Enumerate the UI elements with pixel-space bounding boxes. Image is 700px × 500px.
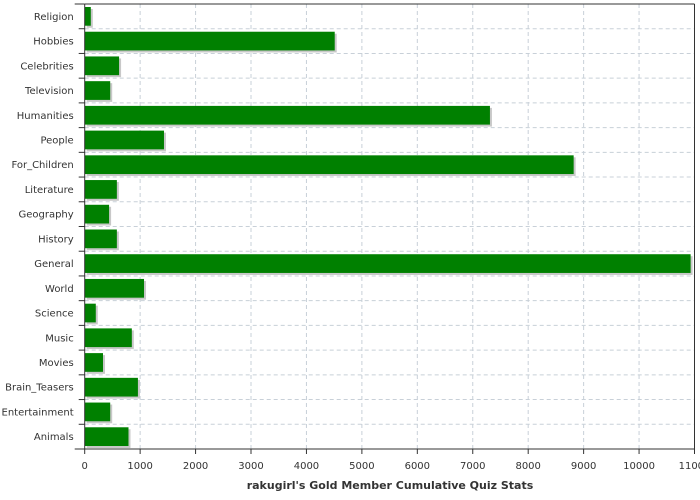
bar-music xyxy=(84,328,132,348)
category-label: Hobbies xyxy=(33,37,73,48)
category-label: Literature xyxy=(25,185,74,196)
x-tick-label: 5000 xyxy=(349,461,374,472)
x-tick-label: 8000 xyxy=(515,461,540,472)
bar-entertainment xyxy=(84,402,111,422)
bar-animals xyxy=(84,427,129,446)
bar-literature xyxy=(84,180,117,199)
x-tick-label: 7000 xyxy=(460,461,485,472)
bar-history xyxy=(84,229,117,249)
x-tick-label: 4000 xyxy=(294,461,319,472)
bar-science xyxy=(84,303,96,323)
bar-movies xyxy=(84,353,103,372)
x-tick-label: 1000 xyxy=(127,461,152,472)
category-label: Science xyxy=(35,309,74,320)
category-label: For_Children xyxy=(11,160,73,171)
bar-religion xyxy=(84,7,91,26)
category-label: Television xyxy=(24,86,74,97)
x-tick-label: 6000 xyxy=(405,461,430,472)
x-tick-label: 0 xyxy=(82,461,88,472)
x-tick-label: 9000 xyxy=(571,461,596,472)
x-tick-label: 10000 xyxy=(623,461,655,472)
category-label: Geography xyxy=(18,210,73,221)
x-tick-label: 2000 xyxy=(183,461,208,472)
bar-for_children xyxy=(84,155,574,175)
category-label: Religion xyxy=(34,12,74,23)
bar-general xyxy=(84,254,691,273)
bar-humanities xyxy=(84,105,490,125)
category-label: World xyxy=(45,284,74,295)
category-label: History xyxy=(38,234,74,245)
bar-television xyxy=(84,81,111,100)
bar-hobbies xyxy=(84,31,335,51)
category-label: Music xyxy=(45,333,73,344)
category-label: Brain_Teasers xyxy=(5,383,74,394)
category-label: People xyxy=(40,135,73,146)
category-label: Animals xyxy=(34,432,74,443)
bar-celebrities xyxy=(84,56,120,76)
category-label: Humanities xyxy=(17,111,74,122)
category-label: Entertainment xyxy=(2,407,74,418)
category-label: Movies xyxy=(39,358,74,369)
bar-geography xyxy=(84,204,110,224)
category-label: Celebrities xyxy=(20,61,73,72)
x-tick-label: 11000 xyxy=(679,461,700,472)
bar-world xyxy=(84,278,145,298)
chart-title: rakugirl's Gold Member Cumulative Quiz S… xyxy=(247,479,534,492)
x-tick-label: 3000 xyxy=(238,461,263,472)
bar-people xyxy=(84,130,164,150)
bar-brain_teasers xyxy=(84,377,138,397)
category-label: General xyxy=(34,259,73,270)
